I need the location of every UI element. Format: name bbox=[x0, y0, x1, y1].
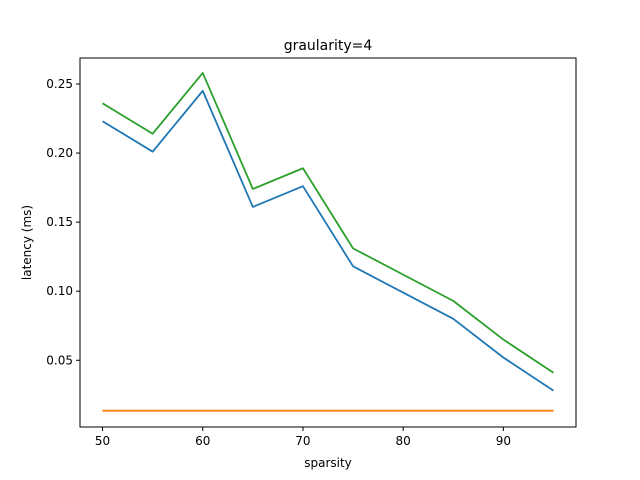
x-tick-label: 80 bbox=[396, 434, 411, 448]
y-tick-label: 0.05 bbox=[46, 353, 73, 367]
x-axis-ticks: 50 60 70 80 90 bbox=[95, 427, 511, 448]
y-axis-label: latency (ms) bbox=[20, 205, 34, 280]
plot-frame bbox=[79, 57, 577, 428]
series-line-1 bbox=[102, 89, 554, 392]
x-tick-label: 60 bbox=[195, 434, 210, 448]
x-tick-label: 90 bbox=[496, 434, 511, 448]
series-layer bbox=[102, 72, 554, 412]
x-tick-label: 70 bbox=[295, 434, 310, 448]
y-tick-label: 0.25 bbox=[46, 77, 73, 91]
y-tick-label: 0.15 bbox=[46, 215, 73, 229]
y-axis-ticks: 0.05 0.10 0.15 0.20 0.25 bbox=[46, 77, 80, 367]
x-axis-label: sparsity bbox=[304, 456, 352, 470]
chart-title: graularity=4 bbox=[284, 38, 373, 54]
series-line-3 bbox=[102, 72, 554, 374]
x-tick-label: 50 bbox=[95, 434, 110, 448]
y-tick-label: 0.20 bbox=[46, 146, 73, 160]
y-tick-label: 0.10 bbox=[46, 284, 73, 298]
